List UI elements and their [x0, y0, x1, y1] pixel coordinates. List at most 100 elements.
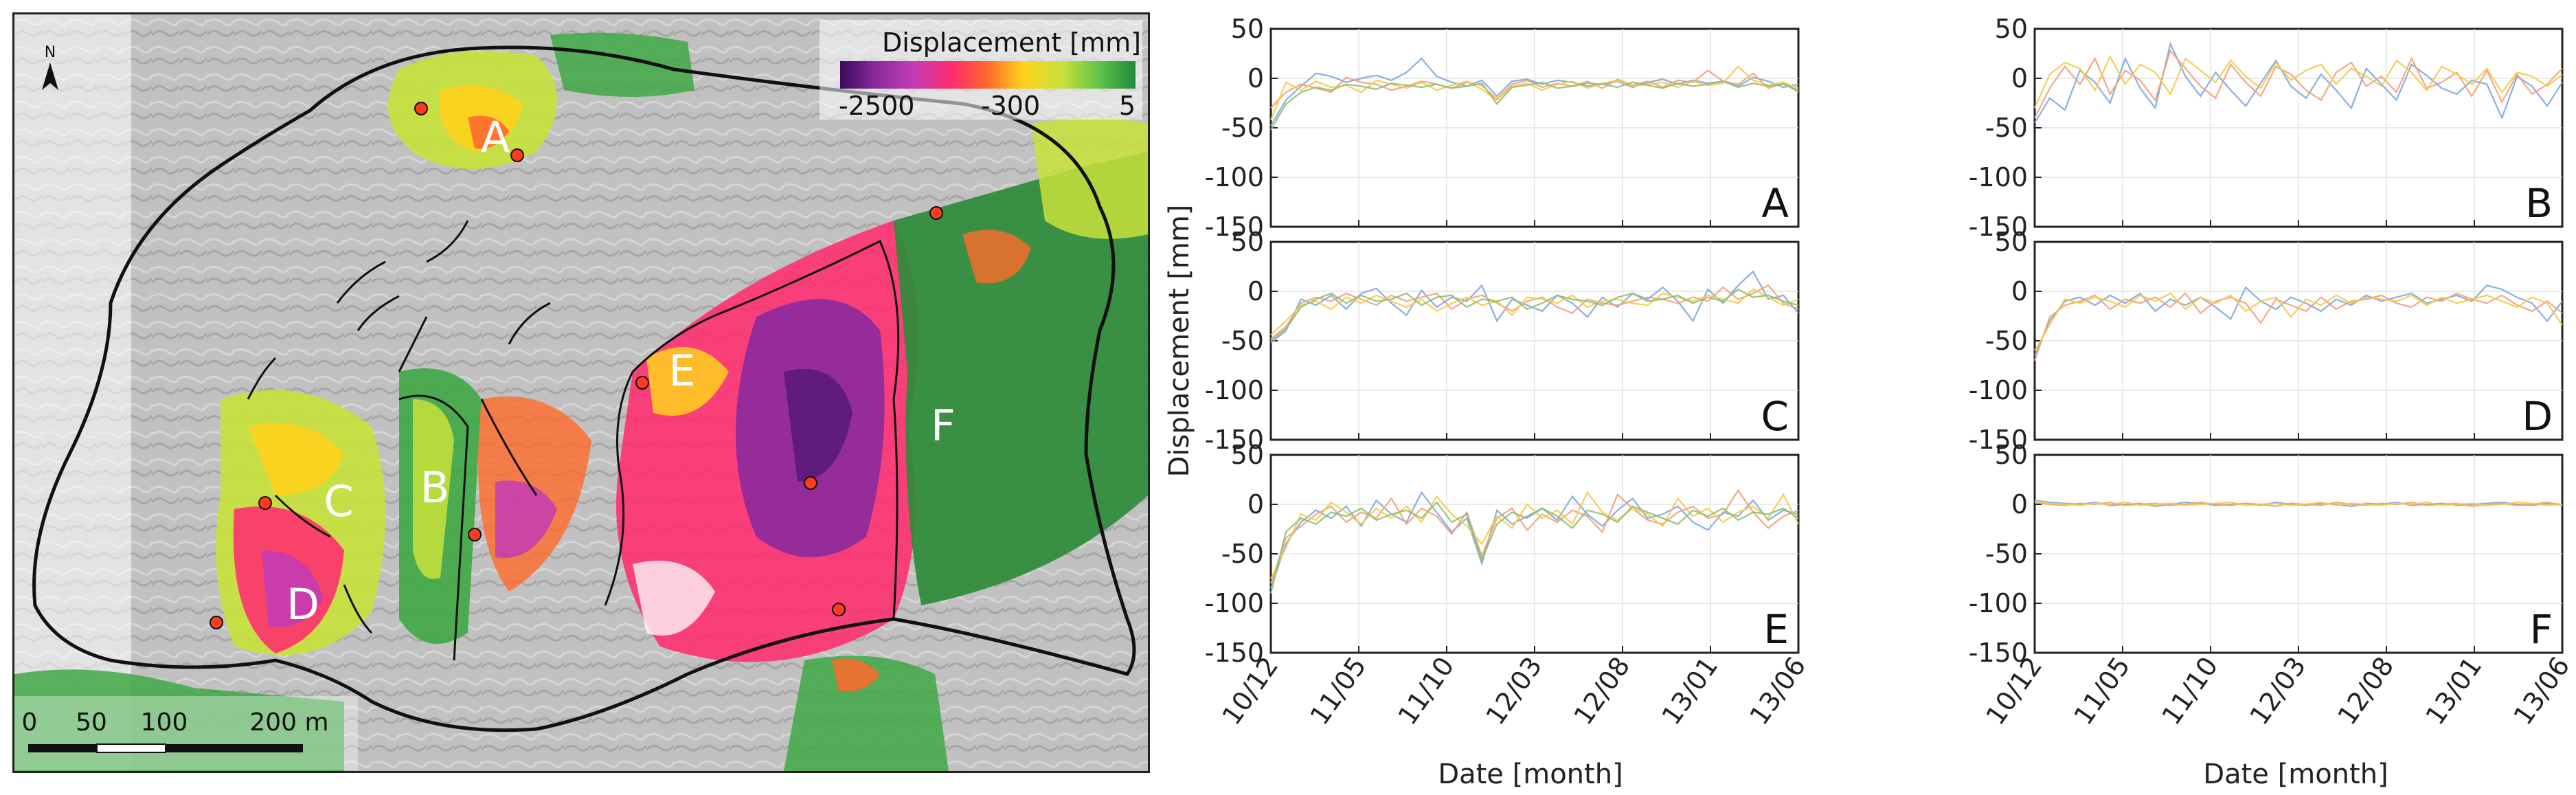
- zone-label-c: C: [324, 476, 353, 526]
- patch-f-orange: [962, 229, 1031, 284]
- patch-s-green: [784, 656, 949, 771]
- legend-color-bar: [840, 61, 1136, 89]
- chart-panel-a: 50 0 -50 -100 -150 A: [1205, 14, 1800, 242]
- series-line: [2034, 500, 2563, 506]
- series-line: [1270, 491, 1799, 579]
- series-line: [1270, 57, 1799, 126]
- y-tick-label: -50: [1985, 326, 2028, 356]
- measurement-point: [468, 528, 482, 541]
- scale-bar-background: [14, 696, 358, 770]
- x-tick-label: 12/08: [1568, 651, 1636, 730]
- panel-letter: F: [2530, 606, 2553, 653]
- panel-letter: B: [2525, 180, 2553, 227]
- y-tick-label: 0: [1247, 276, 1264, 306]
- scale-label-50: 50: [76, 708, 107, 737]
- measurement-point: [258, 496, 272, 510]
- x-tick-label: 13/06: [2508, 651, 2569, 730]
- legend-tick-max: 5: [1119, 91, 1136, 121]
- crack-lines: [247, 220, 551, 634]
- scale-segment-2: [96, 743, 166, 753]
- series-line: [2034, 501, 2563, 508]
- y-tick-label: -50: [1221, 113, 1264, 143]
- patch-f-green: [894, 152, 1148, 605]
- y-tick-label: -50: [1985, 539, 2028, 569]
- measurement-point: [210, 616, 223, 629]
- y-tick-label: 0: [1247, 489, 1264, 519]
- chart-panel-c: 50 0 -50 -100 -150 C: [1205, 227, 1800, 455]
- y-axis-label: Displacement [mm]: [1164, 205, 1195, 478]
- time-series-charts: Displacement [mm] Date [month] Date [mon…: [1164, 14, 2569, 790]
- measurement-point: [635, 376, 649, 390]
- measurement-point: [414, 102, 428, 115]
- patch-a-green: [550, 32, 694, 97]
- measurement-point: [832, 603, 846, 616]
- x-tick-label: 13/06: [1744, 651, 1812, 730]
- x-tick-label: 11/10: [1392, 651, 1460, 730]
- chart-panel-b: 50 0 -50 -100 -150 B: [1969, 14, 2564, 242]
- zone-label-e: E: [668, 346, 695, 396]
- legend-title: Displacement [mm]: [882, 27, 1141, 58]
- x-tick-label: 11/05: [1304, 651, 1372, 730]
- y-tick-label: -100: [1969, 162, 2028, 192]
- scale-label-0: 0: [22, 708, 38, 737]
- y-tick-label: -150: [1205, 425, 1264, 455]
- x-tick-label: 11/10: [2156, 651, 2224, 730]
- y-tick-label: -150: [1969, 212, 2028, 242]
- scale-bar: 0 50 100 200 m: [14, 696, 358, 770]
- x-axis-label-left: Date [month]: [1438, 759, 1623, 790]
- patch-d-purple: [262, 550, 324, 627]
- measurement-points: [210, 102, 943, 629]
- patch-b-inner: [413, 399, 454, 579]
- y-tick-label: -100: [1205, 162, 1264, 192]
- patch-s-orange: [832, 658, 880, 692]
- scale-segment-3: [166, 744, 303, 752]
- y-tick-label: -100: [1969, 588, 2028, 618]
- legend-tick-mid: -300: [981, 91, 1040, 121]
- y-tick-label: 50: [1995, 227, 2028, 257]
- legend: Displacement [mm] -2500 -300 5: [820, 20, 1142, 121]
- x-tick-label: 11/05: [2068, 651, 2136, 730]
- series-line: [2033, 54, 2563, 109]
- patch-e-yellow: [646, 347, 729, 416]
- y-tick-label: 50: [1995, 440, 2028, 470]
- no-data-edge: [14, 14, 131, 771]
- panel-letter: A: [1761, 180, 1789, 227]
- displacement-map: A B C D E F N Displacement [mm] -2500 -3…: [12, 12, 1150, 773]
- y-tick-label: -100: [1205, 375, 1264, 405]
- legend-tick-min: -2500: [839, 91, 914, 121]
- series-line: [1269, 501, 1799, 594]
- measurement-point: [804, 476, 817, 490]
- y-tick-label: 0: [2011, 276, 2028, 306]
- patch-c-core: [248, 423, 344, 495]
- y-tick-label: 50: [1995, 14, 2028, 44]
- y-tick-label: -100: [1969, 375, 2028, 405]
- panel-letter: E: [1763, 606, 1789, 653]
- y-tick-label: 50: [1231, 227, 1264, 257]
- series-line: [2034, 49, 2563, 119]
- y-tick-label: -100: [1205, 588, 1264, 618]
- y-tick-label: 0: [2011, 489, 2028, 519]
- measurement-point: [510, 148, 524, 162]
- zone-label-d: D: [286, 579, 319, 629]
- north-label: N: [45, 44, 56, 61]
- patch-e-core: [784, 369, 852, 482]
- map-canvas: A B C D E F N Displacement [mm] -2500 -3…: [14, 14, 1148, 771]
- y-tick-label: -50: [1221, 326, 1264, 356]
- y-tick-label: -150: [1205, 212, 1264, 242]
- x-tick-label: 13/01: [2420, 651, 2488, 730]
- y-tick-label: 0: [2011, 63, 2028, 93]
- x-axis-label-right: Date [month]: [2203, 759, 2388, 790]
- series-line: [1270, 288, 1799, 336]
- y-tick-label: -150: [1969, 638, 2028, 668]
- measurement-point: [929, 206, 943, 220]
- y-tick-label: -50: [1221, 539, 1264, 569]
- series-line: [2034, 292, 2563, 351]
- series-line: [1269, 489, 1799, 584]
- scarp-lines: [398, 394, 538, 661]
- series-line: [1270, 80, 1799, 131]
- zone-label-b: B: [420, 462, 450, 513]
- zone-label-a: A: [481, 112, 510, 162]
- scale-label-200: 200 m: [249, 708, 328, 737]
